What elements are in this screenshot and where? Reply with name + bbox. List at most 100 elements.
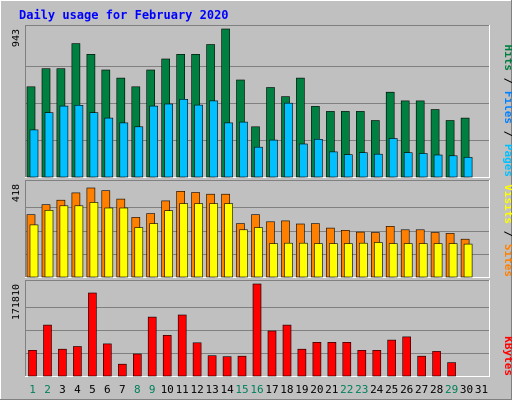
day-label-2: 2 [44,383,51,396]
bar-pages-day-20 [314,139,323,178]
max-value-label: 418 [11,184,22,202]
bar-kbytes-day-4 [73,346,82,377]
bar-pages-day-9 [149,105,158,178]
bar-kbytes-day-18 [282,324,292,377]
max-value-label: 943 [11,29,22,47]
bar-visits-day-3 [59,205,69,278]
bar-kbytes-day-8 [133,353,142,377]
bar-pages-day-24 [373,153,383,178]
bar-kbytes-day-28 [432,351,441,377]
bar-kbytes-day-27 [417,355,427,377]
legend-item-kbytes: KBytes [502,336,512,376]
bar-kbytes-day-2 [43,324,52,377]
bar-visits-day-29 [448,243,458,278]
bar-visits-day-26 [403,243,413,278]
panel-kbytes: 171810 KBytes [11,280,512,377]
day-label-11: 11 [176,383,189,396]
bar-visits-day-24 [373,242,383,278]
bar-pages-day-14 [224,122,233,178]
bar-visits-day-14 [224,203,233,278]
day-label-7: 7 [119,383,126,396]
bar-visits-day-23 [358,242,368,278]
legend-item-visits: Visits [502,184,512,224]
day-label-20: 20 [310,383,323,396]
bar-pages-day-27 [418,153,428,178]
day-label-5: 5 [89,383,96,396]
day-label-30: 30 [460,383,473,396]
bar-visits-day-19 [299,242,308,278]
bar-kbytes-day-25 [387,339,397,377]
bar-visits-day-27 [418,243,428,278]
bar-kbytes-day-13 [207,355,217,377]
bar-visits-day-4 [74,205,84,278]
bar-pages-day-8 [134,126,144,178]
day-label-12: 12 [190,383,203,396]
max-value-label: 171810 [11,284,22,320]
legend-separator: / [502,124,512,144]
bar-kbytes-day-9 [147,316,157,377]
bar-visits-day-15 [239,229,248,278]
day-label-9: 9 [149,383,156,396]
bar-pages-day-12 [194,104,203,178]
bar-visits-day-6 [104,207,114,278]
bar-kbytes-day-11 [177,314,187,377]
legend-separator: / [502,71,512,91]
bar-kbytes-day-17 [267,330,277,377]
bar-visits-day-30 [463,243,473,278]
day-label-17: 17 [265,383,278,396]
day-label-19: 19 [295,383,308,396]
bar-pages-day-4 [74,105,84,178]
panel-visits-sites: 418 Visits / Sites [11,180,512,278]
bar-pages-day-10 [164,103,173,178]
bar-kbytes-day-12 [192,342,202,377]
bar-pages-day-5 [89,112,99,178]
day-label-6: 6 [104,383,111,396]
day-label-10: 10 [161,383,174,396]
bar-visits-day-12 [194,203,203,278]
bar-kbytes-day-14 [222,356,232,377]
day-label-18: 18 [280,383,293,396]
bar-pages-day-15 [239,121,248,178]
bar-kbytes-day-3 [58,348,67,377]
bar-pages-day-3 [59,105,69,178]
bar-visits-day-16 [254,227,263,278]
panel-hits-files-pages: 943 Hits / Files / Pages [11,25,512,178]
bar-pages-day-28 [433,154,443,178]
bar-pages-day-30 [463,157,473,178]
bar-pages-day-29 [448,155,458,178]
bar-pages-day-19 [299,143,308,178]
bar-visits-day-17 [269,243,278,278]
bar-visits-day-9 [149,223,158,278]
day-label-22: 22 [340,383,353,396]
bar-visits-day-1 [29,224,39,278]
legend-kbytes: KBytes [502,336,512,376]
day-label-15: 15 [235,383,248,396]
bar-pages-day-11 [179,99,188,178]
bar-pages-day-1 [29,129,39,178]
bar-pages-day-16 [254,146,263,178]
bar-visits-day-18 [284,242,293,278]
bar-visits-day-8 [134,227,144,278]
day-label-26: 26 [400,383,413,396]
bar-kbytes-day-20 [312,341,322,377]
bar-pages-day-22 [343,154,353,178]
day-label-3: 3 [59,383,66,396]
bar-visits-day-22 [343,243,353,278]
chart-title: Daily usage for February 2020 [19,8,229,22]
bar-kbytes-day-7 [118,363,127,377]
day-label-8: 8 [134,383,141,396]
day-label-27: 27 [415,383,428,396]
bar-visits-day-13 [209,203,218,278]
bar-pages-day-2 [44,112,54,178]
day-label-25: 25 [385,383,398,396]
bar-kbytes-day-23 [357,349,367,377]
bar-pages-day-7 [119,122,129,178]
day-label-13: 13 [205,383,218,396]
bar-visits-day-2 [44,210,54,278]
legend-item-pages: Pages [502,144,512,177]
bar-visits-day-21 [329,243,338,278]
day-label-4: 4 [74,383,81,396]
bar-kbytes-day-1 [28,349,37,377]
